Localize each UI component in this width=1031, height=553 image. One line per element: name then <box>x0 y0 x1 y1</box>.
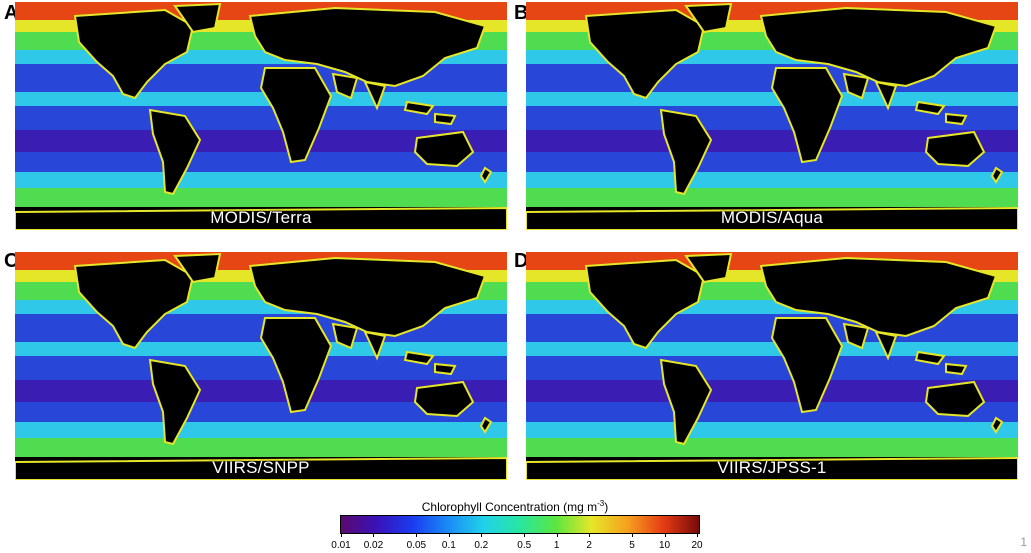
landmass <box>259 67 333 164</box>
landmass <box>914 100 968 126</box>
colorbar-tick-label: 1 <box>553 540 560 551</box>
panel-letter-a: A <box>4 2 19 24</box>
landmass <box>413 130 475 168</box>
colorbar-title: Chlorophyll Concentration (mg m-3) <box>330 499 700 514</box>
map-label-d: VIIRS/JPSS-1 <box>717 458 827 477</box>
landmass <box>479 416 493 434</box>
panel-letter-d: D <box>514 250 529 272</box>
ocean-band <box>526 402 1018 422</box>
landmass <box>526 206 1018 230</box>
map-label-c: VIIRS/SNPP <box>212 458 310 477</box>
landmass <box>924 130 986 168</box>
map-label-b: MODIS/Aqua <box>720 208 824 227</box>
ocean-band <box>526 438 1018 457</box>
landmass <box>479 166 493 184</box>
ocean-band <box>15 106 507 130</box>
landmass <box>259 317 333 414</box>
world-chlorophyll-map <box>15 252 507 480</box>
world-chlorophyll-map <box>526 2 1018 230</box>
map-panel-c: VIIRS/SNPP <box>15 252 507 480</box>
landmass <box>173 252 222 284</box>
landmass <box>770 317 844 414</box>
ocean-band <box>526 92 1018 106</box>
landmass <box>248 256 487 338</box>
landmass <box>15 456 507 480</box>
ocean-band <box>15 356 507 380</box>
map-panel-a: MODIS/Terra <box>15 2 507 230</box>
map-panel-b: MODIS/Aqua <box>526 2 1018 230</box>
landmass <box>331 322 387 361</box>
landmass <box>526 456 1018 480</box>
landmass <box>173 2 222 34</box>
ocean-band <box>526 356 1018 380</box>
colorbar-unit-exponent: -3 <box>597 499 605 508</box>
colorbar-tick-label: 2 <box>586 540 592 551</box>
ocean-band <box>526 172 1018 188</box>
colorbar-tick-label: 0.02 <box>363 540 384 551</box>
landmass <box>770 67 844 164</box>
page-number: 1 <box>1020 535 1027 549</box>
map-label-a: MODIS/Terra <box>210 208 312 227</box>
ocean-band <box>526 152 1018 172</box>
map-panel-d: VIIRS/JPSS-1 <box>526 252 1018 480</box>
colorbar-tick-label: 0.05 <box>406 540 427 551</box>
landmass <box>15 206 507 230</box>
landmass <box>148 108 202 196</box>
landmass <box>914 350 968 376</box>
colorbar-tick-label: 0.1 <box>441 540 456 551</box>
landmass <box>248 6 487 88</box>
ocean-band <box>15 188 507 207</box>
colorbar-tick-label: 5 <box>629 540 635 551</box>
landmass <box>403 350 457 376</box>
landmass <box>684 252 733 284</box>
colorbar-tick-label: 0.5 <box>517 540 532 551</box>
colorbar-title-close: ) <box>604 500 609 514</box>
panel-letter-c: C <box>4 250 19 272</box>
ocean-band <box>15 92 507 106</box>
ocean-band <box>526 380 1018 402</box>
ocean-band <box>15 380 507 402</box>
colorbar-tick-label: 0.01 <box>331 540 351 551</box>
ocean-band <box>15 152 507 172</box>
ocean-band <box>15 342 507 356</box>
landmass <box>659 108 713 196</box>
landmass <box>148 358 202 446</box>
ocean-band <box>15 130 507 152</box>
landmass <box>924 380 986 418</box>
landmass <box>759 256 998 338</box>
landmass <box>842 72 898 111</box>
ocean-band <box>526 188 1018 207</box>
ocean-band <box>15 438 507 457</box>
ocean-band <box>15 172 507 188</box>
panel-letter-b: B <box>514 2 529 24</box>
world-chlorophyll-map <box>15 2 507 230</box>
colorbar-tick-label: 10 <box>658 540 671 551</box>
colorbar-gradient <box>340 515 700 534</box>
landmass <box>842 322 898 361</box>
landmass <box>990 166 1004 184</box>
colorbar-tick-label: 0.2 <box>474 540 489 551</box>
ocean-band <box>526 342 1018 356</box>
ocean-band <box>15 422 507 438</box>
landmass <box>759 6 998 88</box>
landmass <box>403 100 457 126</box>
world-chlorophyll-map <box>526 252 1018 480</box>
ocean-band <box>15 402 507 422</box>
colorbar-title-text: Chlorophyll Concentration (mg m <box>421 500 598 514</box>
landmass <box>659 358 713 446</box>
ocean-band <box>526 422 1018 438</box>
landmass <box>331 72 387 111</box>
landmass <box>413 380 475 418</box>
ocean-band <box>526 130 1018 152</box>
colorbar-tick-label: 20 <box>691 540 703 551</box>
landmass <box>684 2 733 34</box>
landmass <box>990 416 1004 434</box>
ocean-band <box>526 106 1018 130</box>
